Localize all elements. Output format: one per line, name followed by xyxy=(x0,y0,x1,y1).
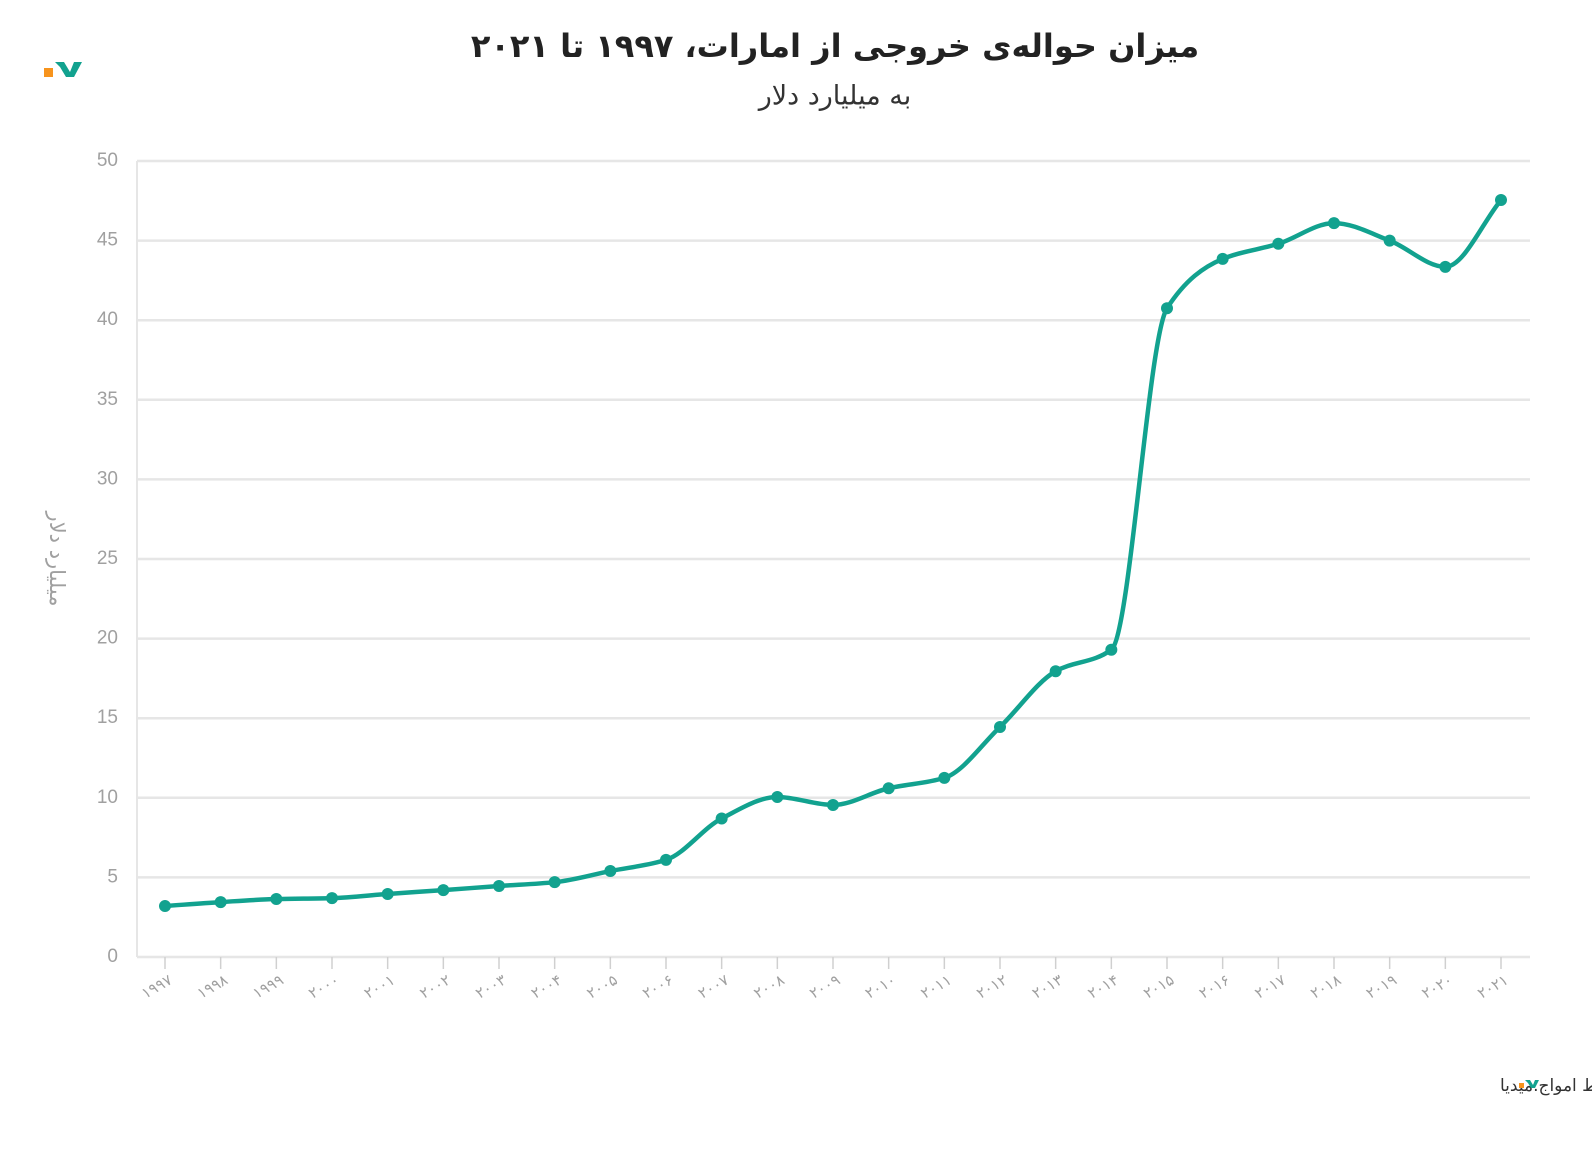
x-tick-label: ۲۰۱۸ xyxy=(1307,971,1344,1003)
source-note: منبع: مؤسسه‌ی مشارکت دانش جهانی در زمینه… xyxy=(1500,1076,1592,1096)
chart-title: میزان حواله‌ی خروجی از امارات، ۱۹۹۷ تا ۲… xyxy=(471,27,1199,65)
chart-subtitle: به میلیارد دلار xyxy=(757,81,912,112)
x-tick-label: ۲۰۰۸ xyxy=(751,971,788,1003)
data-point xyxy=(437,884,450,897)
data-point xyxy=(1272,237,1285,250)
x-tick-label: ۲۰۱۲ xyxy=(973,971,1010,1003)
data-point xyxy=(1328,217,1340,230)
data-point xyxy=(493,879,505,892)
logo xyxy=(44,62,82,77)
x-tick-label: ۲۰۰۹ xyxy=(806,971,843,1003)
data-point xyxy=(1383,234,1396,247)
data-point xyxy=(994,720,1006,733)
data-point xyxy=(882,782,895,795)
y-tick-label: 50 xyxy=(97,150,118,171)
x-tick-label: ۱۹۹۹ xyxy=(250,971,287,1003)
y-tick-label: 35 xyxy=(97,389,118,410)
y-tick-label: 10 xyxy=(97,787,118,808)
y-tick-label: 40 xyxy=(97,309,118,330)
data-point xyxy=(548,876,561,889)
data-point xyxy=(827,798,839,811)
data-point xyxy=(159,900,171,913)
data-point xyxy=(270,893,283,906)
data-point xyxy=(1439,260,1452,273)
x-tick-label: ۲۰۱۷ xyxy=(1252,971,1289,1003)
x-tick-label: ۲۰۰۲ xyxy=(417,971,454,1003)
x-tick-label: ۲۰۱۱ xyxy=(918,971,955,1003)
data-point xyxy=(1216,252,1229,265)
x-tick-label: ۲۰۰۵ xyxy=(584,971,621,1003)
data-point xyxy=(381,887,394,900)
y-tick-label: 30 xyxy=(97,468,118,489)
y-tick-label: 5 xyxy=(107,866,118,887)
x-tick-label: ۲۰۲۱ xyxy=(1474,971,1511,1003)
data-point xyxy=(1161,302,1173,315)
x-tick-label: ۲۰۰۱ xyxy=(361,971,398,1003)
source-logo xyxy=(1519,1080,1539,1088)
data-point xyxy=(1105,643,1118,656)
data-point xyxy=(715,812,728,825)
y-tick-label: 45 xyxy=(97,230,118,251)
x-tick-label: ۱۹۹۸ xyxy=(194,971,231,1003)
y-tick-label: 15 xyxy=(97,707,118,728)
x-tick-label: ۲۰۱۶ xyxy=(1196,971,1233,1003)
x-tick-label: ۲۰۱۳ xyxy=(1029,971,1066,1003)
x-tick-label: ۲۰۱۴ xyxy=(1085,971,1122,1003)
x-tick-label: ۲۰۱۰ xyxy=(862,971,899,1003)
data-point xyxy=(604,865,617,878)
y-tick-label: 20 xyxy=(97,628,118,649)
data-point xyxy=(938,771,951,784)
x-tick-label: ۲۰۰۶ xyxy=(639,971,676,1003)
x-tick-label: ۲۰۱۵ xyxy=(1140,971,1177,1003)
x-tick-label: ۲۰۱۹ xyxy=(1363,971,1400,1003)
y-tick-label: 0 xyxy=(107,946,118,967)
data-point xyxy=(1495,194,1507,207)
data-point xyxy=(214,896,227,909)
x-tick-label: ۲۰۰۰ xyxy=(305,971,342,1003)
data-point xyxy=(326,892,338,905)
x-tick-label: ۲۰۰۴ xyxy=(528,971,565,1003)
data-point xyxy=(771,791,784,804)
y-tick-label: 25 xyxy=(97,548,118,569)
x-tick-label: ۲۰۰۳ xyxy=(472,971,509,1003)
x-tick-label: ۲۰۰۷ xyxy=(695,971,732,1003)
y-axis-label: میلیارد دلار xyxy=(45,511,69,607)
data-point xyxy=(1049,665,1062,678)
x-tick-label: ۲۰۲۰ xyxy=(1419,971,1456,1003)
data-point xyxy=(660,853,672,866)
x-tick-label: ۱۹۹۷ xyxy=(138,971,175,1003)
